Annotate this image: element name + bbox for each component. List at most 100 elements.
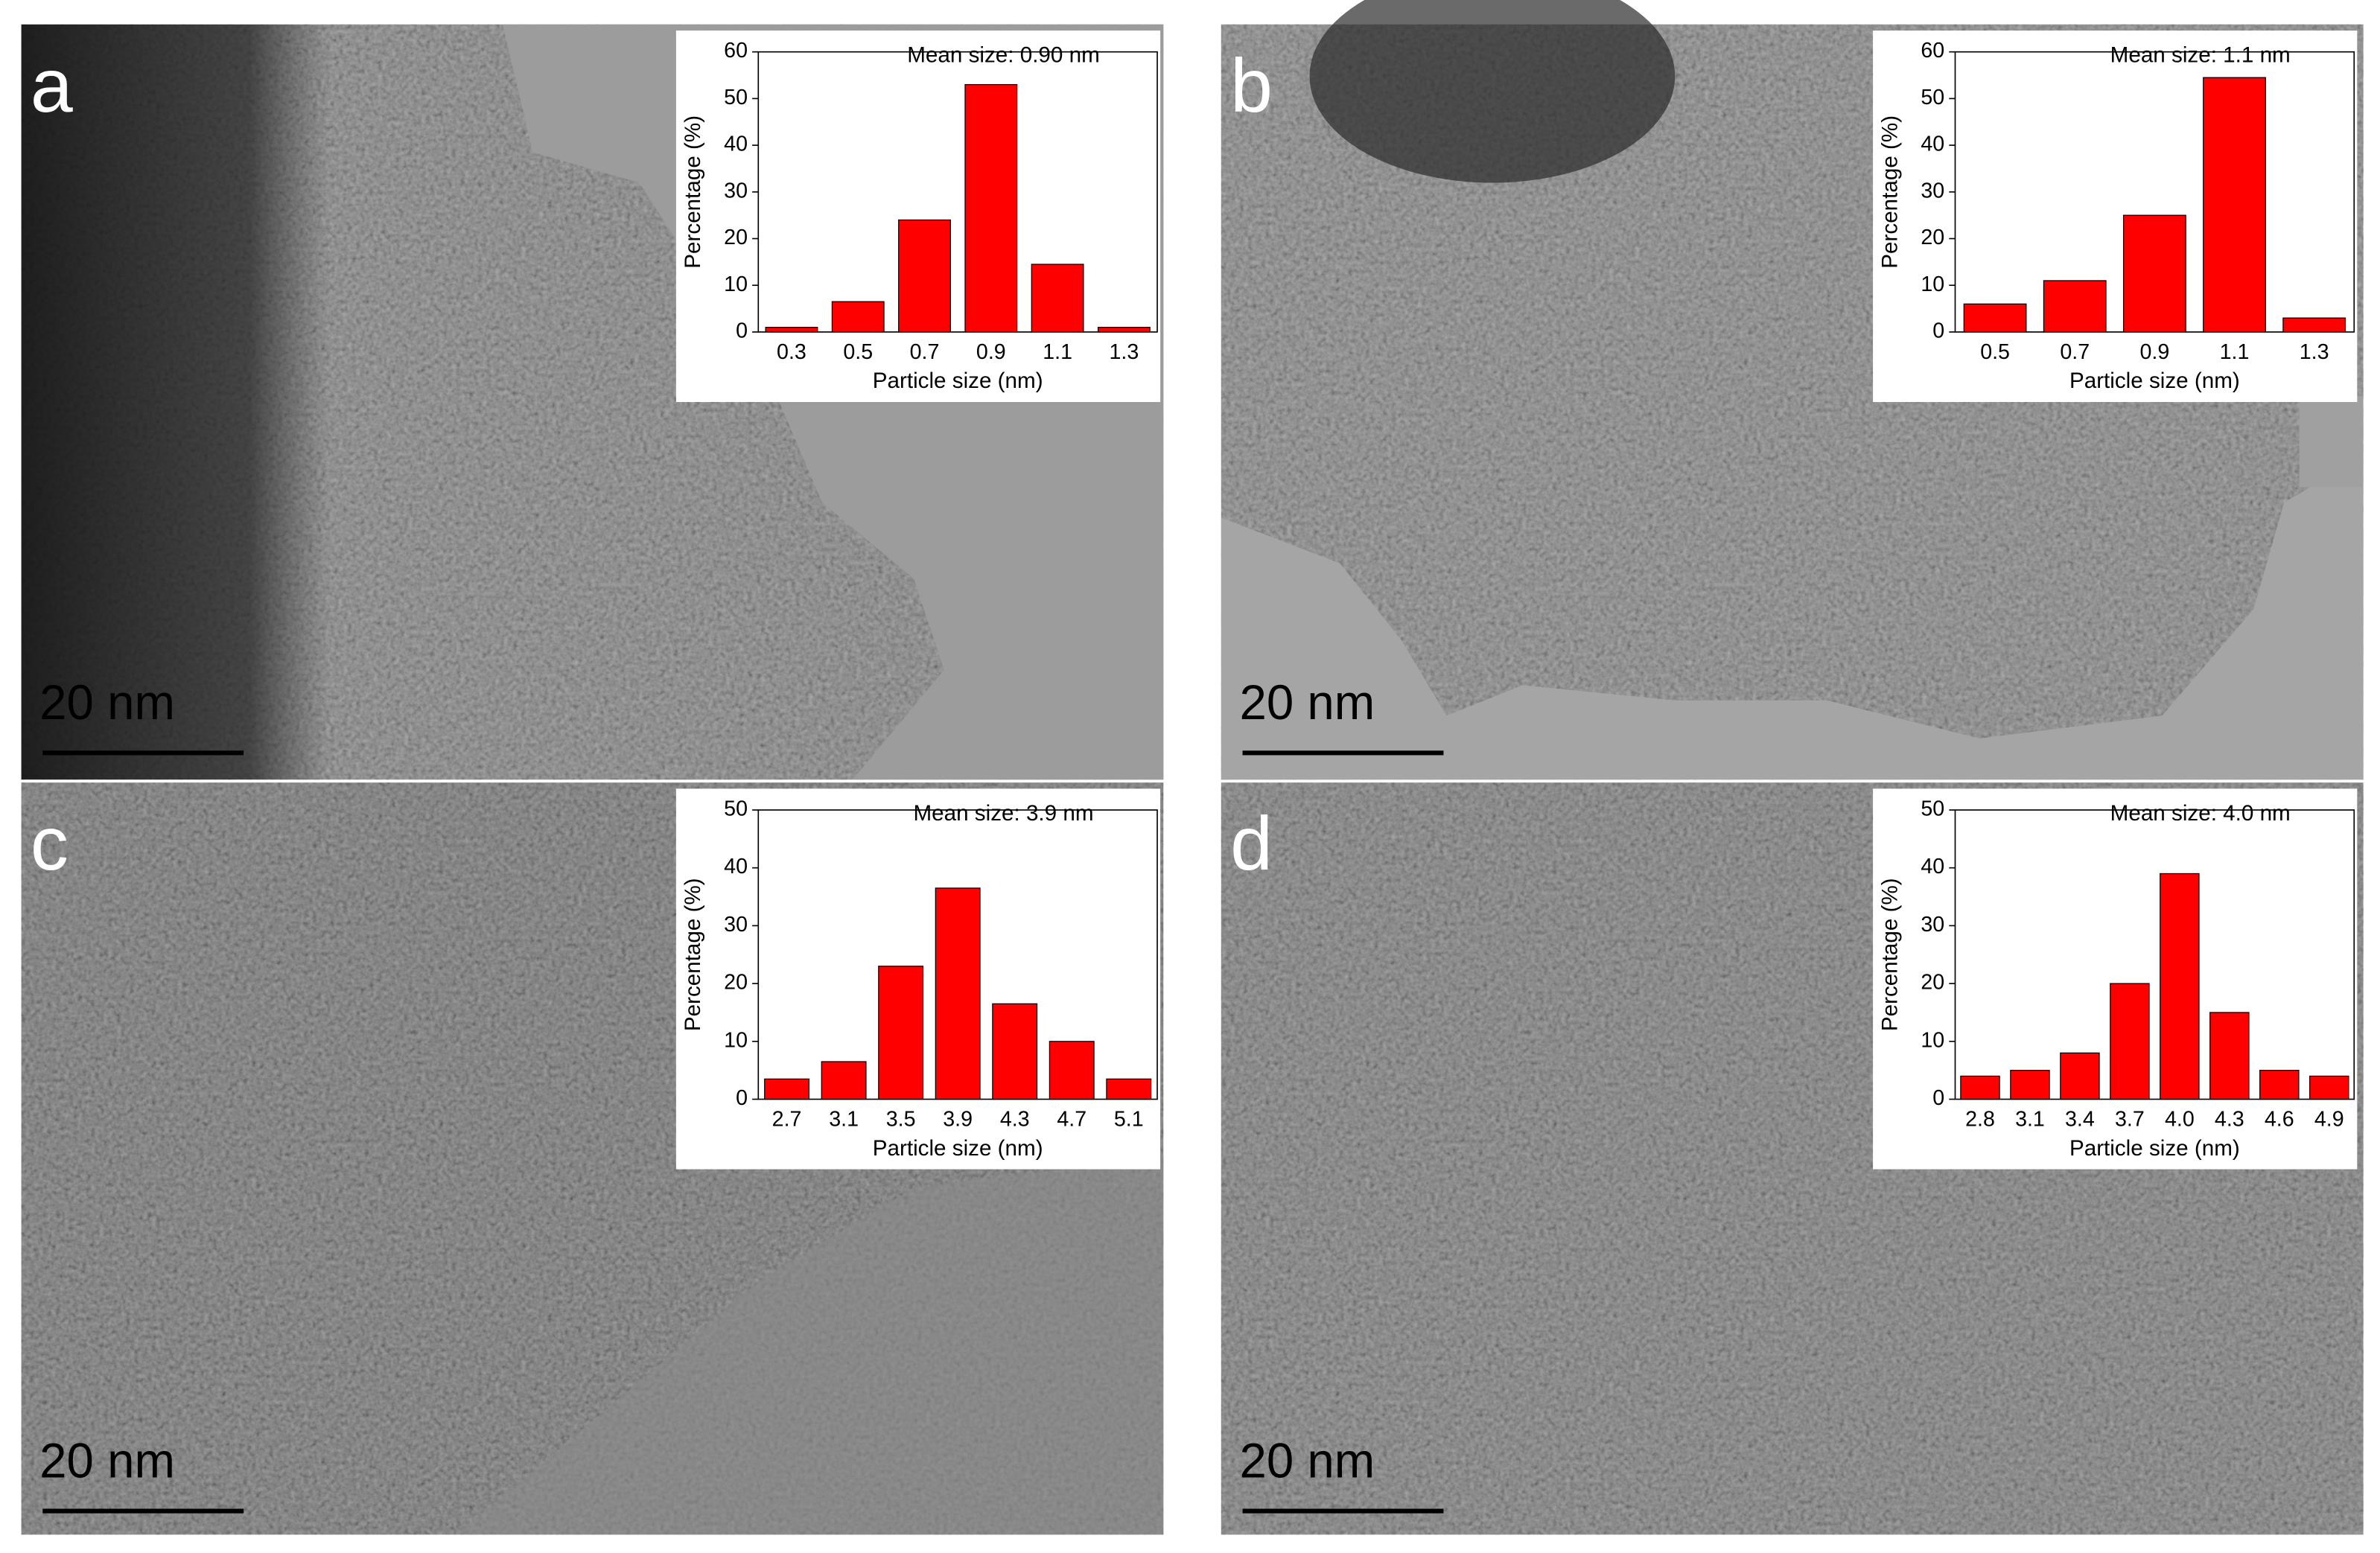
- panel-label: d: [1230, 800, 1273, 886]
- x-tick-label: 0.5: [1980, 340, 2010, 364]
- y-tick-label: 60: [1921, 39, 1944, 63]
- chart-title: Mean size: 4.0 nm: [2110, 801, 2291, 826]
- bar: [2043, 280, 2107, 333]
- support-film: [2299, 395, 2364, 488]
- y-tick-label: 20: [1921, 971, 1944, 995]
- bar: [1960, 1075, 2000, 1100]
- x-tick-label: 4.9: [2314, 1108, 2344, 1132]
- bar: [2309, 1075, 2349, 1100]
- x-tick-label: 0.9: [2139, 340, 2169, 364]
- y-tick-label: 50: [1921, 797, 1944, 821]
- bar: [2259, 1070, 2300, 1100]
- scale-bar: [42, 1508, 244, 1514]
- x-tick-label: 2.7: [772, 1108, 802, 1132]
- y-tick-label: 50: [724, 797, 748, 821]
- y-tick-label: 50: [724, 86, 748, 109]
- y-tick-label: 40: [1921, 133, 1944, 156]
- bar: [2209, 1012, 2250, 1100]
- y-tick-label: 20: [724, 971, 748, 995]
- x-tick-label: 3.7: [2115, 1108, 2145, 1132]
- chart-title: Mean size: 3.9 nm: [913, 801, 1093, 826]
- bar: [992, 1003, 1038, 1100]
- x-tick-label: 4.3: [1000, 1108, 1030, 1132]
- x-tick-label: 4.0: [2165, 1108, 2195, 1132]
- y-tick-label: 0: [736, 1086, 748, 1110]
- bar: [764, 1078, 810, 1100]
- y-tick-label: 0: [736, 319, 748, 342]
- y-tick-label: 40: [724, 855, 748, 878]
- y-tick-label: 30: [724, 913, 748, 937]
- panel-label: b: [1230, 42, 1273, 128]
- scale-bar-label: 20 nm: [39, 1434, 175, 1488]
- x-tick-label: 2.8: [1965, 1108, 1995, 1132]
- x-tick-label: 3.9: [943, 1108, 973, 1132]
- x-tick-label: 1.1: [1043, 340, 1072, 364]
- inset-chart: 0 10 20 30 40 50 2.8 3.1 3.4 3.7 4.0 4.3 4.6 4.9 Mean …: [1873, 788, 2358, 1170]
- scale-bar-label: 20 nm: [1239, 675, 1375, 730]
- x-tick-label: 4.3: [2215, 1108, 2244, 1132]
- bar: [1963, 303, 2027, 333]
- y-tick-label: 0: [1932, 319, 1944, 342]
- y-tick-label: 0: [1932, 1086, 1944, 1110]
- x-tick-label: 1.3: [2300, 340, 2329, 364]
- bar: [1097, 327, 1151, 333]
- support-film: [1221, 456, 2364, 780]
- bar: [964, 83, 1018, 333]
- bar: [1031, 264, 1084, 333]
- bar: [2060, 1052, 2100, 1100]
- bar: [2010, 1070, 2050, 1100]
- y-tick-label: 10: [1921, 1028, 1944, 1052]
- x-axis-label: Particle size (nm): [2069, 1136, 2240, 1161]
- bar: [1106, 1078, 1152, 1100]
- y-tick-label: 20: [1921, 226, 1944, 249]
- chart-title: Mean size: 0.90 nm: [907, 43, 1100, 68]
- x-axis-label: Particle size (nm): [873, 369, 1043, 393]
- y-axis-label: Percentage (%): [1877, 115, 1902, 269]
- y-axis-label: Percentage (%): [681, 115, 705, 269]
- panel-label: a: [31, 42, 73, 128]
- scale-bar-label: 20 nm: [39, 675, 175, 730]
- inset-chart: 0 10 20 30 40 50 60 0.5 0.7 0.9 1.1 1.3 Mean size: 1…: [1873, 31, 2358, 402]
- bar: [898, 219, 951, 333]
- scale-bar: [1242, 1508, 1444, 1514]
- y-axis-label: Percentage (%): [1877, 878, 1902, 1031]
- y-tick-label: 60: [724, 39, 748, 63]
- inset-chart: 0 10 20 30 40 50 2.7 3.1 3.5 3.9 4.3 4.7 5.1 Mean siz…: [675, 788, 1161, 1170]
- bar: [2110, 983, 2150, 1100]
- y-tick-label: 30: [1921, 913, 1944, 937]
- scale-bar: [1242, 750, 1444, 756]
- x-tick-label: 3.5: [886, 1108, 916, 1132]
- bar: [831, 301, 885, 333]
- x-tick-label: 1.1: [2220, 340, 2250, 364]
- lighter-region: [456, 1157, 1164, 1535]
- bar: [878, 966, 924, 1100]
- x-tick-label: 1.3: [1110, 340, 1139, 364]
- x-tick-label: 4.7: [1057, 1108, 1086, 1132]
- y-tick-label: 50: [1921, 86, 1944, 109]
- y-tick-label: 10: [724, 272, 748, 296]
- dark-region: [1309, 0, 1676, 183]
- y-axis-label: Percentage (%): [681, 878, 705, 1031]
- inset-background: [675, 31, 1161, 402]
- y-tick-label: 10: [1921, 272, 1944, 296]
- x-tick-label: 0.5: [843, 340, 873, 364]
- inset-background: [1873, 31, 2358, 402]
- bar: [2282, 317, 2346, 333]
- plot-frame: [1954, 809, 2355, 1100]
- y-tick-label: 20: [724, 226, 748, 249]
- y-tick-label: 40: [724, 133, 748, 156]
- x-tick-label: 3.4: [2065, 1108, 2095, 1132]
- bar: [821, 1061, 867, 1100]
- y-tick-label: 10: [724, 1028, 748, 1052]
- scale-bar: [42, 750, 244, 756]
- chart-title: Mean size: 1.1 nm: [2110, 43, 2291, 68]
- bar: [2122, 214, 2186, 333]
- x-tick-label: 0.7: [2060, 340, 2090, 364]
- x-tick-label: 4.6: [2265, 1108, 2294, 1132]
- x-tick-label: 3.1: [2015, 1108, 2045, 1132]
- bar: [2203, 77, 2266, 333]
- x-tick-label: 5.1: [1114, 1108, 1144, 1132]
- x-tick-label: 0.9: [976, 340, 1006, 364]
- bar: [935, 887, 981, 1100]
